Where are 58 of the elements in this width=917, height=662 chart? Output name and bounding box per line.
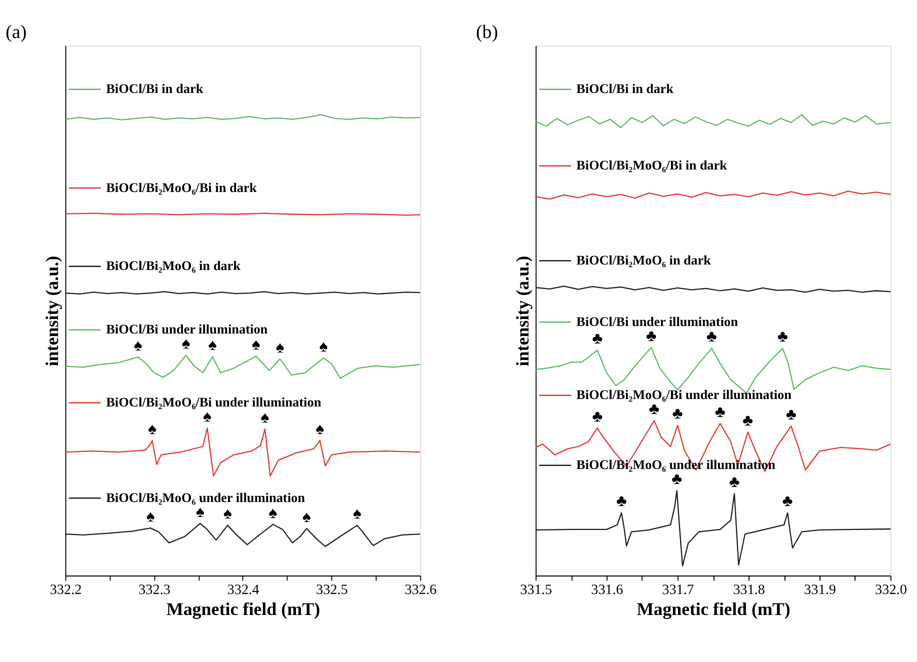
x-tick-label: 331.5 <box>520 582 552 598</box>
annotation: ♣ <box>786 406 797 424</box>
annotation: ♠ <box>302 508 312 526</box>
legend-label: BiOCl/Bi under illumination <box>576 314 739 329</box>
annotation: ♠ <box>352 504 362 523</box>
annotation: ♠ <box>276 338 285 356</box>
x-tick-label: 332.0 <box>875 582 907 598</box>
x-tick-label: 332.6 <box>404 582 437 598</box>
annotation: ♣ <box>706 328 718 346</box>
legend-label: BiOCl/Bi₂MoO₆/Bi in dark <box>576 158 728 173</box>
annotation: ♣ <box>729 472 740 491</box>
x-tick-label: 332.2 <box>50 582 82 598</box>
annotation: ♠ <box>260 408 270 426</box>
annotation: ♣ <box>714 402 726 421</box>
annotation: ♠ <box>202 407 212 426</box>
annotation: ♣ <box>672 470 683 488</box>
chart-title: (a) <box>6 22 27 44</box>
legend-label: BiOCl/Bi₂MoO₆ in dark <box>576 252 712 268</box>
y-axis-title: intensity (a.u.) <box>512 256 533 366</box>
x-tick-label: 332.3 <box>138 582 170 598</box>
x-tick-label: 331.7 <box>662 582 694 598</box>
chart-title: (b) <box>476 22 498 44</box>
x-tick-label: 331.9 <box>804 582 836 598</box>
annotation: ♣ <box>592 407 604 426</box>
legend-label: BiOCl/Bi in dark <box>576 81 674 96</box>
annotation: ♣ <box>592 330 604 348</box>
annotation: ♠ <box>182 334 191 353</box>
annotation: ♠ <box>146 507 156 526</box>
annotation: ♠ <box>196 502 205 521</box>
annotation: ♣ <box>742 412 754 430</box>
annotation: ♠ <box>252 336 261 354</box>
x-tick-label: 332.4 <box>227 582 260 598</box>
legend-label: BiOCl/Bi₂MoO₆/Bi in dark <box>106 180 258 195</box>
x-tick-label: 332.5 <box>316 582 348 598</box>
annotation: ♣ <box>782 492 794 510</box>
annotation: ♠ <box>148 420 157 438</box>
legend-label: BiOCl/Bi under illumination <box>106 322 268 337</box>
legend-label: BiOCl/Bi in dark <box>106 81 204 96</box>
annotation: ♠ <box>223 504 232 523</box>
annotation: ♣ <box>777 328 788 346</box>
annotation: ♣ <box>672 404 684 423</box>
legend-label: BiOCl/Bi₂MoO₆ under illumination <box>106 490 306 505</box>
y-axis-title: intensity (a.u.) <box>42 256 62 366</box>
x-tick-label: 331.6 <box>591 582 624 598</box>
legend-label: BiOCl/Bi₂MoO₆/Bi under illumination <box>106 394 322 410</box>
x-tick-label: 331.8 <box>733 582 765 598</box>
annotation: ♠ <box>316 420 325 438</box>
legend-label: BiOCl/Bi₂MoO₆ in dark <box>106 258 242 274</box>
x-axis-title: Magnetic field (mT) <box>166 598 320 619</box>
annotation: ♠ <box>208 336 218 354</box>
annotation: ♠ <box>268 504 278 522</box>
annotation: ♣ <box>648 400 660 418</box>
annotation: ♣ <box>646 326 658 345</box>
x-axis-title: Magnetic field (mT) <box>636 598 790 619</box>
annotation: ♠ <box>319 337 328 356</box>
annotation: ♠ <box>134 336 143 354</box>
annotation: ♣ <box>616 492 628 510</box>
legend-label: BiOCl/Bi₂MoO₆/Bi under illumination <box>576 387 792 402</box>
